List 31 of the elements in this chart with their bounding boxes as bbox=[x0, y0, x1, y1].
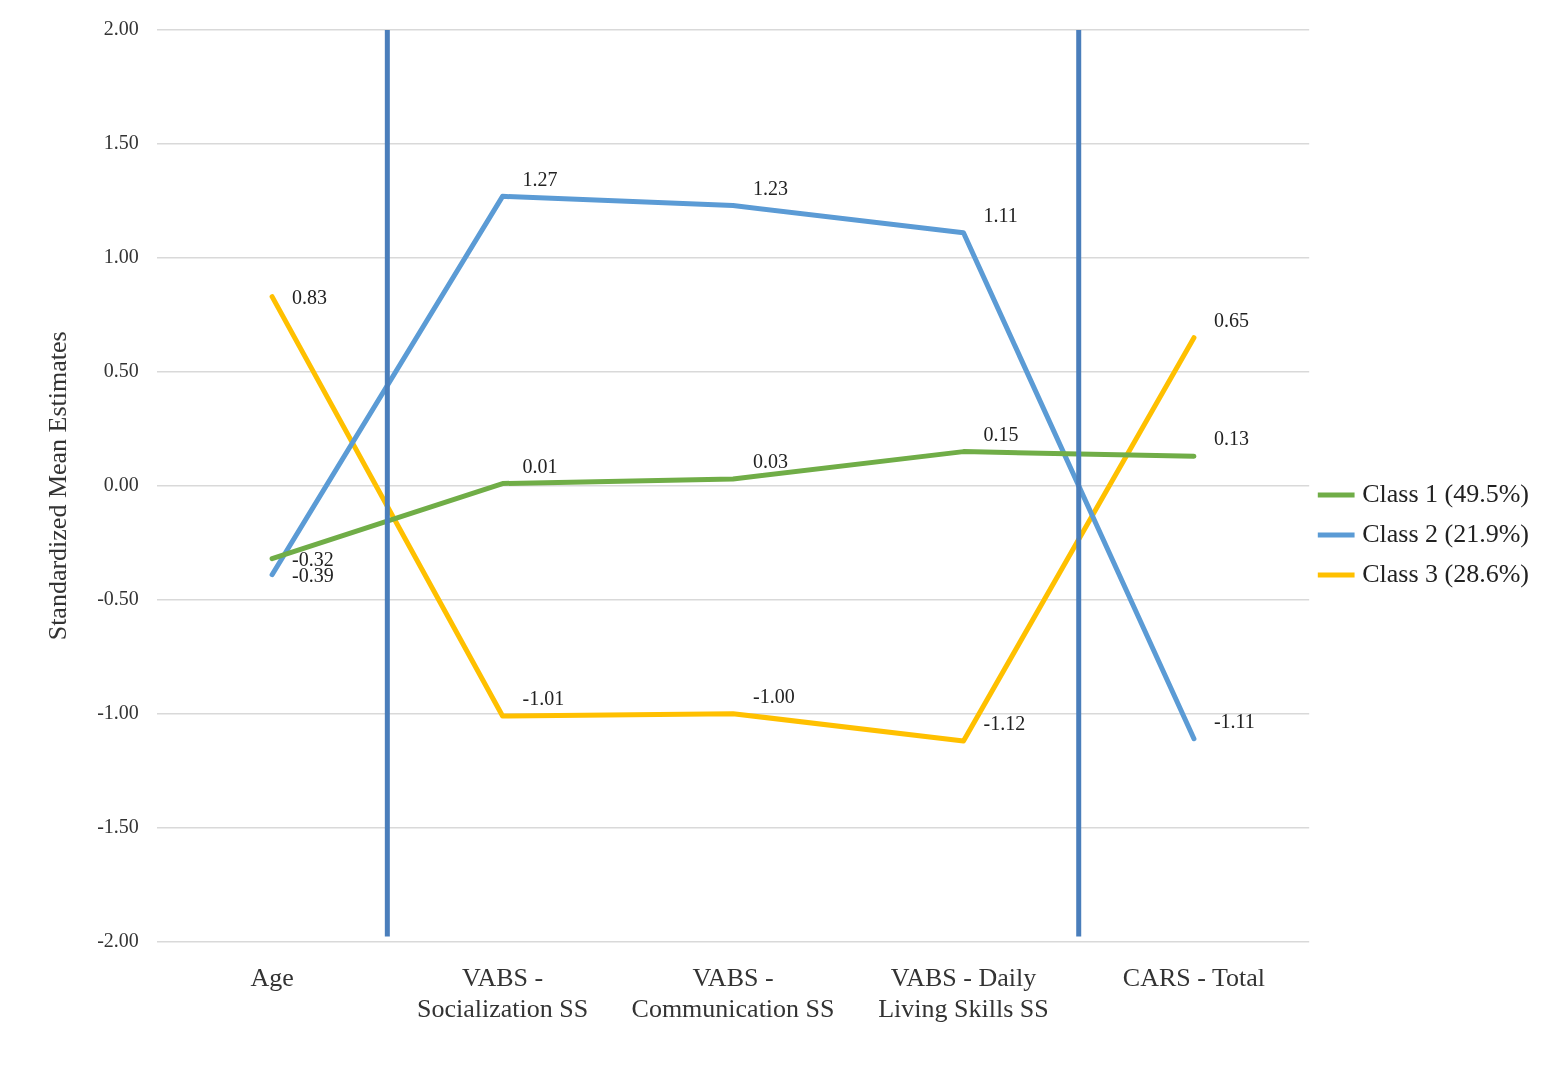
data-label: 1.23 bbox=[753, 176, 789, 199]
legend-label: Class 2 (21.9%) bbox=[1362, 518, 1530, 548]
data-label: 0.83 bbox=[292, 285, 328, 308]
data-label: -1.11 bbox=[1213, 710, 1255, 733]
data-label: 0.03 bbox=[753, 450, 789, 473]
data-label: 0.65 bbox=[1213, 308, 1249, 331]
legend-label: Class 1 (49.5%) bbox=[1362, 478, 1530, 508]
data-label: 1.27 bbox=[522, 167, 558, 190]
legend-label: Class 3 (28.6%) bbox=[1362, 558, 1530, 588]
data-label: -1.01 bbox=[522, 687, 565, 710]
x-tick-label: Age bbox=[250, 963, 294, 993]
y-tick-label: -1.50 bbox=[97, 814, 139, 837]
x-tick-label: VABS - Socialization SS bbox=[416, 963, 589, 1024]
y-axis-title: Standardized Mean Estimates bbox=[43, 331, 73, 641]
data-label: -1.00 bbox=[753, 684, 795, 707]
data-label: 0.01 bbox=[522, 454, 558, 477]
data-label: 1.11 bbox=[983, 204, 1018, 227]
data-label: 0.13 bbox=[1213, 427, 1249, 450]
y-tick-label: 0.00 bbox=[103, 473, 139, 496]
x-tick-label: VABS - Communication SS bbox=[631, 963, 835, 1024]
y-tick-label: -2.00 bbox=[97, 928, 139, 951]
data-label: -1.12 bbox=[983, 712, 1026, 735]
y-tick-label: -1.00 bbox=[97, 700, 139, 723]
y-tick-label: 2.00 bbox=[103, 17, 139, 40]
x-tick-label: VABS - Daily Living Skills SS bbox=[878, 963, 1049, 1024]
y-tick-label: 0.50 bbox=[103, 359, 139, 382]
x-tick-label: CARS - Total bbox=[1122, 963, 1266, 993]
y-tick-label: 1.50 bbox=[103, 131, 139, 154]
y-tick-label: 1.00 bbox=[103, 245, 139, 268]
data-label: 0.15 bbox=[983, 422, 1019, 445]
y-tick-label: -0.50 bbox=[97, 587, 139, 609]
